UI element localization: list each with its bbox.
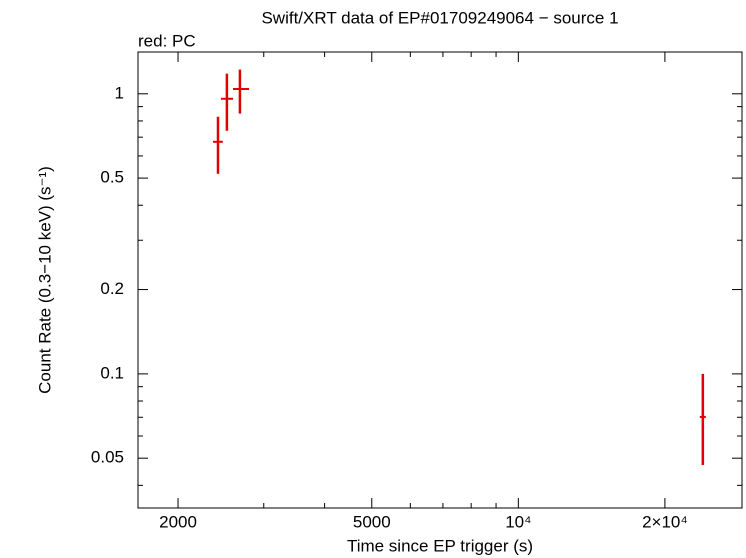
- y-axis-label: Count Rate (0.3−10 keV) (s⁻¹): [35, 166, 54, 394]
- y-tick-label: 0.2: [100, 279, 124, 298]
- x-axis-label: Time since EP trigger (s): [347, 536, 533, 555]
- plot-frame: [137, 51, 743, 509]
- y-tick-label: 0.1: [100, 363, 124, 382]
- y-tick-label: 0.5: [100, 168, 124, 187]
- x-tick-label: 2000: [159, 512, 197, 531]
- chart-title: Swift/XRT data of EP#01709249064 − sourc…: [261, 8, 618, 27]
- y-tick-label: 1: [115, 83, 124, 102]
- y-tick-label: 0.05: [91, 448, 124, 467]
- x-tick-label: 5000: [353, 512, 391, 531]
- x-tick-label: 2×10⁴: [642, 512, 688, 531]
- chart-subtitle: red: PC: [138, 31, 196, 50]
- x-tick-label: 10⁴: [505, 512, 531, 531]
